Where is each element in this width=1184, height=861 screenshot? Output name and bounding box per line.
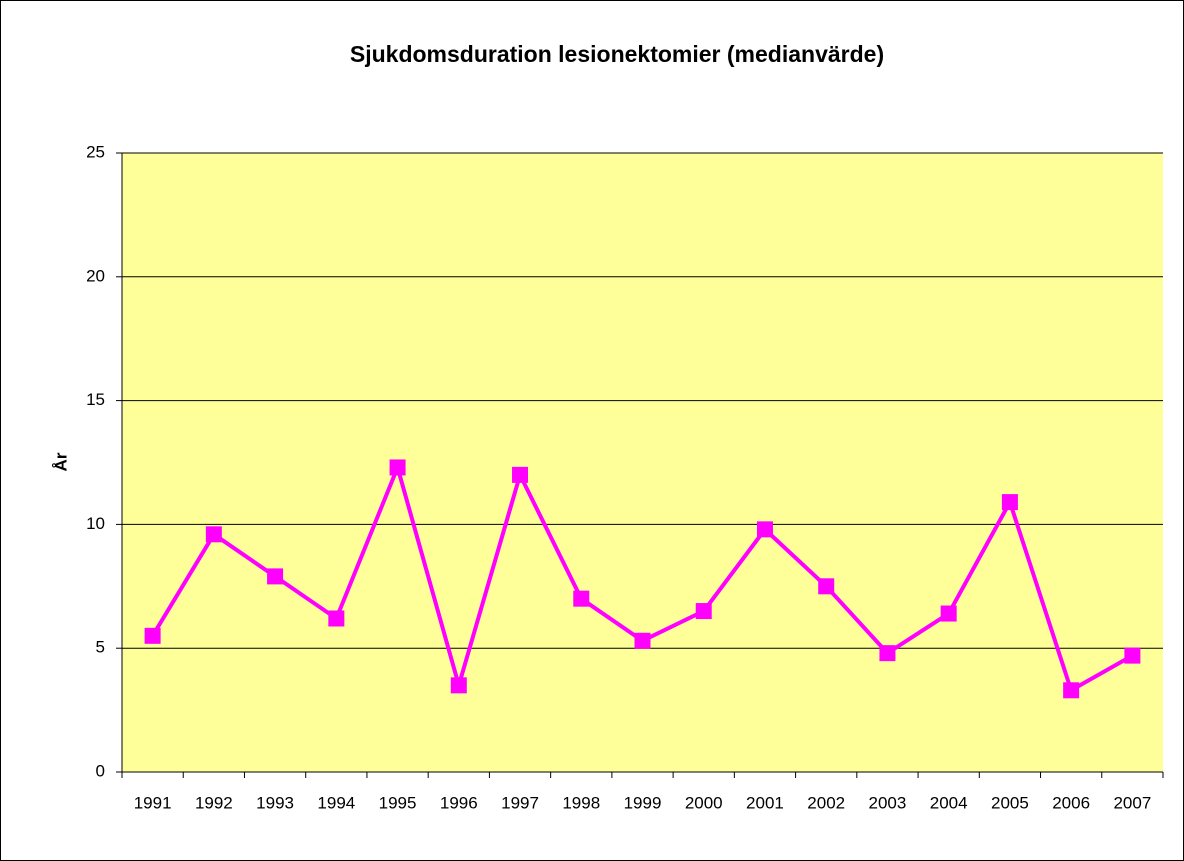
y-tick-label: 20	[86, 266, 105, 285]
marker	[1001, 494, 1018, 511]
y-axis-label: År	[51, 452, 70, 471]
marker	[267, 568, 284, 585]
marker	[328, 610, 345, 627]
x-tick-label: 1992	[195, 793, 233, 812]
plot-area	[122, 153, 1163, 772]
x-tick-label: 1997	[501, 793, 539, 812]
marker	[1063, 682, 1080, 699]
y-tick-label: 5	[96, 638, 105, 657]
x-tick-label: 1998	[562, 793, 600, 812]
y-tick-label: 15	[86, 390, 105, 409]
x-tick-label: 1995	[379, 793, 417, 812]
marker	[144, 627, 161, 644]
marker	[573, 590, 590, 607]
x-tick-label: 1996	[440, 793, 478, 812]
marker	[879, 645, 896, 662]
y-tick-label: 0	[96, 761, 105, 780]
x-tick-label: 2006	[1052, 793, 1090, 812]
marker	[940, 605, 957, 622]
chart-title: Sjukdomsduration lesionektomier (medianv…	[350, 41, 884, 67]
x-tick-label: 1991	[134, 793, 172, 812]
x-tick-label: 1994	[317, 793, 355, 812]
marker	[695, 603, 712, 620]
y-tick-label: 10	[86, 514, 105, 533]
x-tick-label: 2001	[746, 793, 784, 812]
x-tick-label: 2003	[869, 793, 907, 812]
marker	[634, 632, 651, 649]
marker	[205, 526, 222, 543]
x-tick-label: 2005	[991, 793, 1029, 812]
x-tick-label: 2004	[930, 793, 968, 812]
marker	[389, 459, 406, 476]
y-tick-label: 25	[86, 142, 105, 161]
x-tick-label: 1993	[256, 793, 294, 812]
x-tick-label: 2002	[807, 793, 845, 812]
marker	[756, 521, 773, 538]
marker	[450, 677, 467, 694]
x-tick-label: 2000	[685, 793, 723, 812]
marker	[1124, 647, 1141, 664]
marker	[818, 578, 835, 595]
x-tick-label: 1999	[624, 793, 662, 812]
marker	[512, 466, 529, 483]
x-tick-label: 2007	[1113, 793, 1151, 812]
